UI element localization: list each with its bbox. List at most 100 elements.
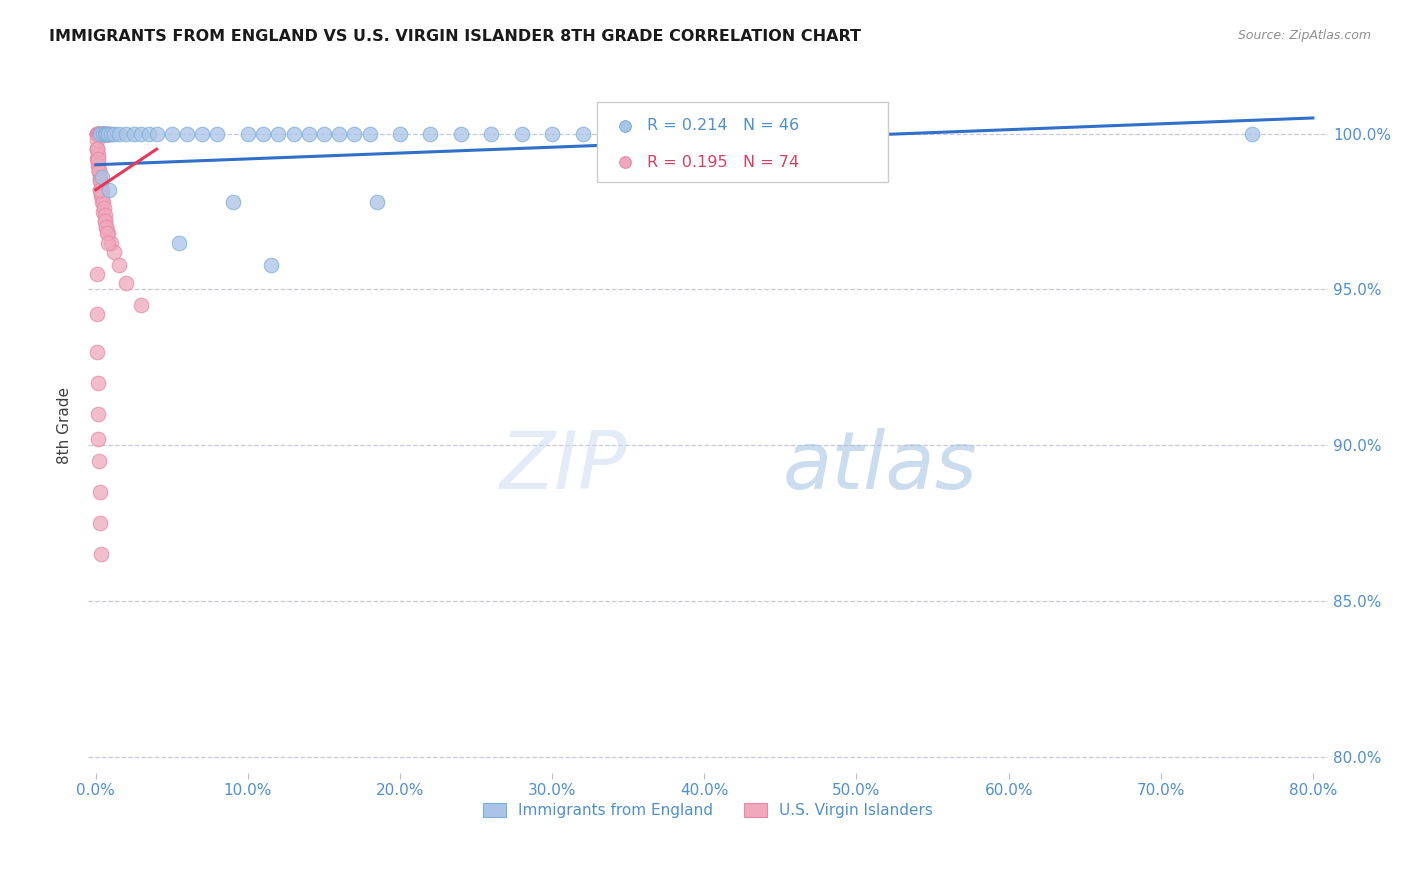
Point (191, 127, 214, 141)
Point (90, 183, 112, 197)
Point (96, 127, 118, 141)
Point (96, 220, 118, 235)
Point (633, 127, 655, 141)
Point (103, 127, 125, 141)
Point (86, 133, 108, 147)
Point (86, 142, 108, 156)
Point (100, 235, 122, 250)
Point (87, 432, 110, 446)
Point (97, 235, 120, 250)
Point (90, 548, 112, 562)
Point (207, 127, 229, 141)
Point (86, 127, 108, 141)
Point (90, 127, 112, 141)
Point (90, 127, 112, 141)
Point (754, 127, 776, 141)
Point (90, 127, 112, 141)
Point (89, 173, 111, 187)
Point (86, 142, 108, 156)
Point (298, 127, 321, 141)
Point (103, 245, 125, 260)
Point (419, 127, 441, 141)
Point (359, 127, 381, 141)
Text: R = 0.195   N = 74: R = 0.195 N = 74 (647, 154, 800, 169)
Point (94, 127, 117, 141)
Point (450, 127, 472, 141)
Point (97, 127, 120, 141)
Point (312, 127, 335, 141)
Point (89, 170, 111, 185)
Point (131, 298, 153, 312)
Point (96, 127, 118, 141)
Point (260, 258, 283, 272)
Point (98, 127, 121, 141)
Point (343, 127, 366, 141)
Point (87, 127, 110, 141)
Text: ZIP: ZIP (501, 428, 627, 506)
Point (541, 127, 564, 141)
Point (87, 164, 110, 178)
Point (91, 127, 114, 141)
Text: IMMIGRANTS FROM ENGLAND VS U.S. VIRGIN ISLANDER 8TH GRADE CORRELATION CHART: IMMIGRANTS FROM ENGLAND VS U.S. VIRGIN I… (49, 29, 862, 44)
Point (90, 170, 112, 185)
Point (96, 127, 118, 141)
Point (89, 173, 111, 187)
Point (86, 376, 108, 390)
Point (169, 235, 191, 250)
Point (87, 152, 110, 166)
Point (87, 127, 110, 141)
Point (389, 127, 412, 141)
Point (91, 127, 114, 141)
Point (96, 227, 118, 241)
Point (93, 202, 115, 216)
Point (98, 183, 121, 197)
Point (89, 183, 111, 197)
Point (94, 127, 117, 141)
Point (94, 214, 117, 228)
Point (86, 142, 108, 156)
Point (662, 127, 685, 141)
Point (86, 148, 108, 162)
Point (89, 127, 111, 141)
Point (283, 127, 305, 141)
Point (221, 195, 243, 210)
Point (131, 127, 153, 141)
Point (693, 127, 716, 141)
Point (328, 127, 350, 141)
Text: R = 0.214   N = 46: R = 0.214 N = 46 (647, 119, 800, 133)
Point (602, 127, 624, 141)
Point (91, 189, 114, 203)
Point (93, 127, 115, 141)
Point (89, 183, 111, 197)
FancyBboxPatch shape (596, 102, 889, 182)
Point (86, 267, 108, 281)
Point (86, 127, 108, 141)
Point (366, 195, 388, 210)
Point (115, 127, 138, 141)
Point (107, 127, 129, 141)
Point (138, 127, 160, 141)
Point (100, 127, 122, 141)
Point (93, 208, 115, 222)
Point (97, 127, 120, 141)
Point (87, 158, 110, 172)
Point (87, 127, 110, 141)
Point (89, 127, 111, 141)
Point (115, 277, 138, 291)
Point (93, 127, 115, 141)
Point (93, 204, 115, 219)
Point (89, 127, 111, 141)
Point (94, 127, 117, 141)
Point (86, 307, 108, 321)
Point (176, 127, 198, 141)
Point (122, 127, 145, 141)
Point (94, 214, 117, 228)
Y-axis label: 8th Grade: 8th Grade (58, 386, 72, 464)
Point (267, 127, 290, 141)
Point (97, 127, 120, 141)
Legend: Immigrants from England, U.S. Virgin Islanders: Immigrants from England, U.S. Virgin Isl… (477, 797, 939, 824)
Point (252, 127, 274, 141)
Point (97, 227, 120, 241)
Point (89, 485, 111, 500)
Point (90, 177, 112, 191)
